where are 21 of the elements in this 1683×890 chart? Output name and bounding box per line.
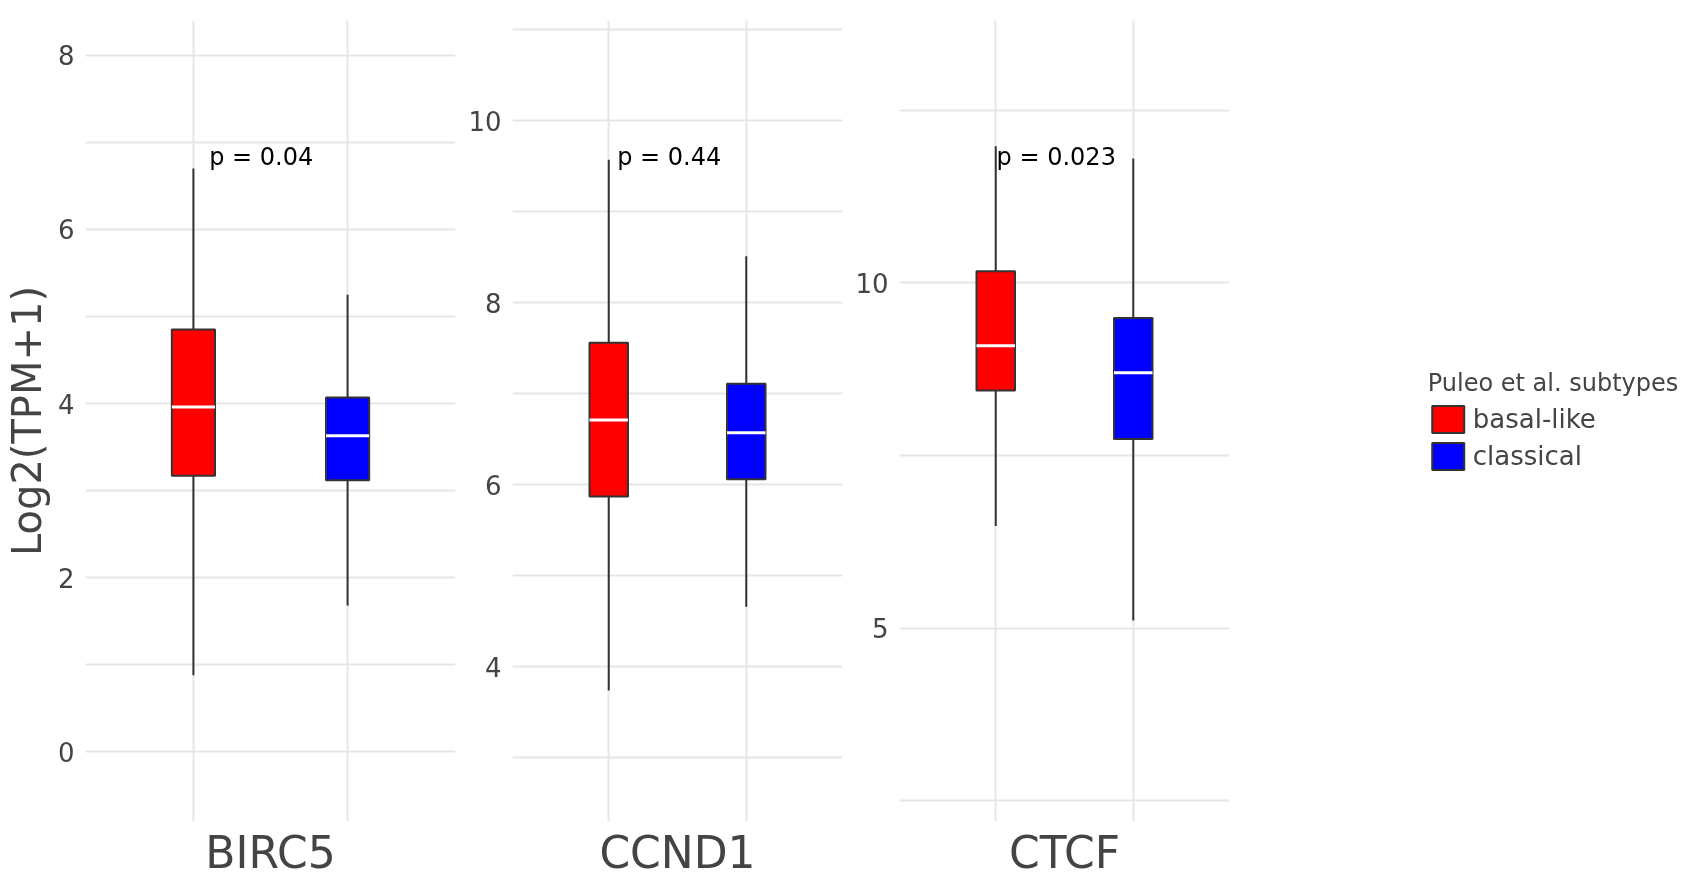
y-tick-label: 8 [484,288,502,319]
legend-title: Puleo et al. subtypes [1427,368,1679,397]
y-tick-label: 2 [57,563,75,594]
legend-label: classical [1472,440,1582,471]
y-tick-label: 6 [57,215,75,246]
x-axis-title: CCND1 [599,826,756,878]
y-tick-label: 5 [871,614,889,645]
x-axis-title: BIRC5 [205,826,336,878]
y-tick-label: 4 [484,652,502,683]
y-tick-label: 6 [484,470,502,501]
annotation: p = 0.44 [617,142,722,171]
y-tick-label: 8 [57,41,75,72]
annotation: p = 0.04 [209,142,314,171]
y-tick-label: 4 [57,389,75,420]
annotation: p = 0.023 [996,142,1116,171]
y-tick-label: 0 [57,737,75,768]
y-tick-label: 10 [468,106,502,137]
x-axis-title: CTCF [1008,826,1121,878]
y-axis-title: Log2(TPM+1) [3,285,50,557]
legend-label: basal-like [1472,403,1596,434]
y-tick-label: 10 [855,268,889,299]
